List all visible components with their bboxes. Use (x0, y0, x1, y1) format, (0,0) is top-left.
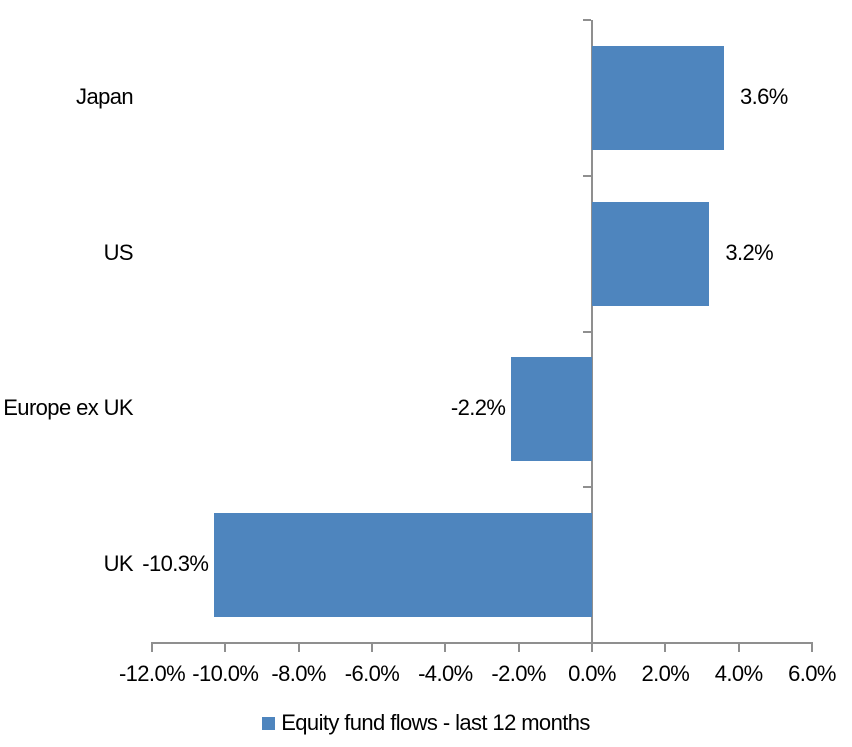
bar-data-label: -2.2% (450, 395, 506, 421)
bar-europe-ex-uk (511, 357, 592, 462)
bar-data-label: -10.3% (142, 551, 209, 577)
x-axis-tick-label: 2.0% (641, 661, 690, 686)
bar-japan (592, 45, 724, 150)
x-axis-line (151, 642, 813, 644)
category-tick (583, 19, 591, 21)
category-label: Japan (76, 83, 134, 109)
x-axis-tick-label: 6.0% (788, 661, 836, 686)
x-axis-tick (224, 643, 227, 652)
x-axis-tick (664, 643, 667, 652)
x-axis-tick-label: 0.0% (568, 661, 616, 686)
zero-axis-line (591, 20, 593, 652)
category-tick (583, 486, 591, 489)
legend: Equity fund flows - last 12 months (0, 703, 852, 743)
bar-uk (214, 513, 592, 618)
category-tick (583, 330, 591, 333)
x-axis-tick (517, 643, 520, 652)
bar-us (592, 201, 710, 306)
bar-data-label: 3.2% (725, 239, 774, 265)
x-axis-tick-label: -10.0% (192, 661, 259, 686)
legend-label: Equity fund flows - last 12 months (281, 710, 590, 735)
x-axis-tick-label: -2.0% (491, 661, 546, 686)
x-axis-tick (297, 643, 300, 652)
x-axis-tick (737, 643, 740, 652)
x-axis-tick-label: -8.0% (271, 661, 326, 686)
category-label: US (103, 239, 134, 265)
category-label: Europe ex UK (3, 395, 133, 421)
x-axis-tick (811, 643, 813, 652)
bar-data-label: 3.6% (740, 83, 788, 109)
legend-marker-icon (262, 716, 276, 730)
x-axis-tick (444, 643, 447, 652)
category-tick (583, 642, 591, 644)
x-axis-tick (591, 643, 593, 652)
x-axis-tick-label: 4.0% (714, 661, 763, 686)
x-axis-tick-label: -6.0% (344, 661, 400, 686)
x-axis-tick (151, 643, 153, 652)
x-axis-tick (371, 643, 373, 652)
category-tick (583, 174, 591, 177)
x-axis-tick-label: -12.0% (118, 661, 186, 686)
x-axis-tick-label: -4.0% (418, 661, 473, 686)
category-label: UK (103, 551, 134, 577)
